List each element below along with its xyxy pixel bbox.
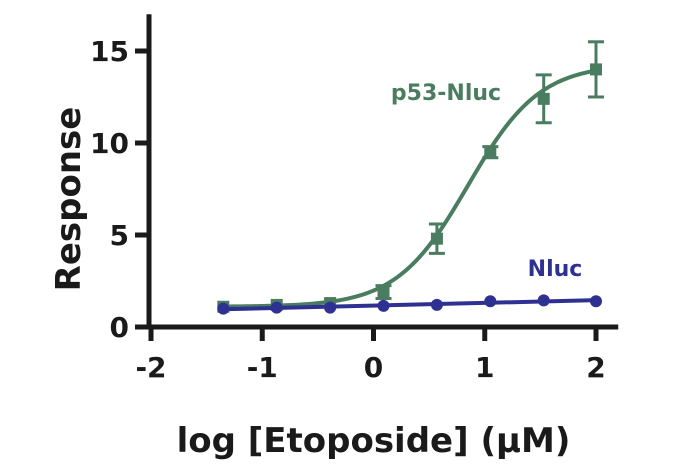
x-axis-title: log [Etoposide] (μM) [177, 421, 571, 461]
x-tick-label: 0 [364, 351, 383, 384]
x-tick-label: -2 [135, 351, 166, 384]
y-tick-label: 5 [110, 219, 129, 252]
data-point [430, 298, 443, 311]
series-label-p53-nluc: p53-Nluc [391, 81, 501, 106]
y-axis-title: Response [49, 107, 89, 292]
data-point [217, 302, 230, 315]
data-point [270, 301, 283, 314]
ticks: -2 -1 0 1 2 0 5 10 15 [90, 35, 606, 384]
axes [146, 14, 619, 330]
data-point [377, 299, 390, 312]
data-point [430, 232, 443, 245]
data-point [537, 92, 550, 105]
series-nluc [217, 294, 602, 315]
data-point [484, 295, 497, 308]
fit-curve [223, 298, 597, 312]
series-label-nluc: Nluc [528, 257, 583, 282]
data-point [590, 63, 602, 76]
y-tick-label: 0 [110, 311, 129, 344]
y-tick-label: 15 [90, 35, 129, 68]
data-point [590, 295, 602, 308]
data-point [484, 146, 497, 159]
plot-area [217, 40, 604, 315]
x-tick-label: 2 [586, 351, 605, 384]
data-point [537, 294, 550, 307]
data-point [377, 286, 390, 299]
x-tick-label: 1 [475, 351, 494, 384]
data-point [324, 301, 337, 314]
series-p53-nluc [217, 40, 604, 313]
fit-curve [223, 68, 597, 309]
x-tick-label: -1 [247, 351, 278, 384]
y-tick-label: 10 [90, 127, 129, 160]
